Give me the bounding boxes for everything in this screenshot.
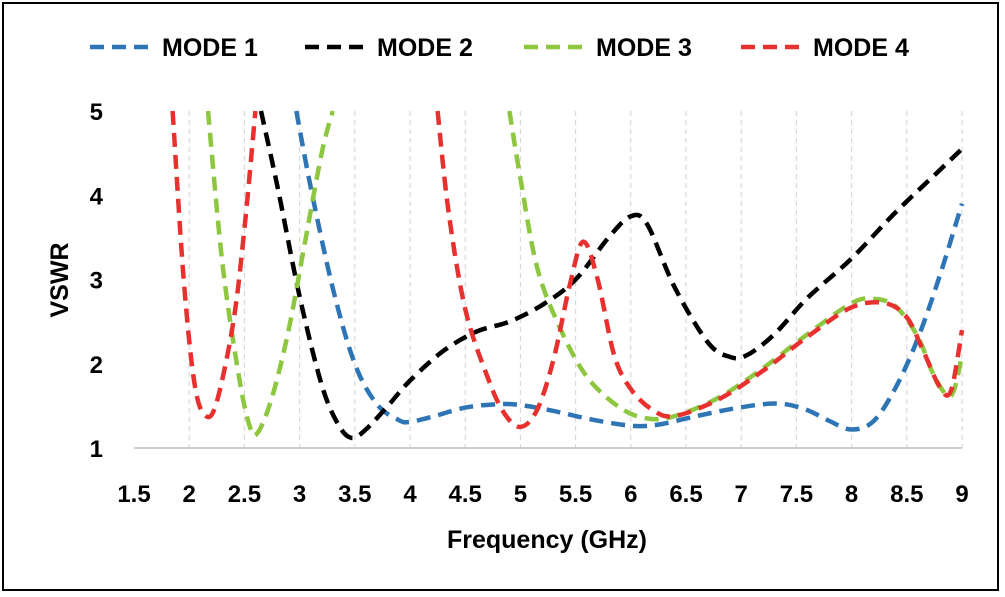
legend-label: MODE 4 [813,34,909,62]
chart-frame [2,2,999,591]
series-line-mode-3 [205,110,335,438]
y-tick-label: 2 [90,352,103,379]
x-tick-label: 7.5 [780,481,813,508]
series-line-mode-2 [258,110,964,441]
legend-label: MODE 1 [162,34,258,62]
series-line-mode-4 [435,110,965,430]
series-line-mode-3 [507,110,965,422]
series-line-mode-4 [170,110,258,420]
x-tick-label: 8 [845,481,858,508]
y-tick-label: 3 [90,268,103,295]
x-tick-label: 3.5 [338,481,371,508]
y-tick-labels: 1 2 3 4 5 [90,99,104,463]
x-tick-label: 6 [624,481,637,508]
x-tick-label: 1.5 [117,481,150,508]
legend-label: MODE 3 [596,34,692,62]
y-tick-label: 1 [90,436,103,463]
x-tick-label: 3 [293,481,306,508]
x-tick-label: 5 [514,481,527,508]
x-tick-label: 5.5 [559,481,592,508]
y-tick-label: 4 [90,183,104,210]
x-tick-label: 2 [183,481,196,508]
x-tick-label: 4.5 [449,481,482,508]
y-tick-label: 5 [90,99,103,126]
x-tick-label: 6.5 [669,481,702,508]
series-line-mode-1 [294,110,965,432]
series-lines [170,110,965,441]
x-tick-label: 9 [955,481,968,508]
x-axis-title: Frequency (GHz) [447,526,647,554]
x-tick-label: 7 [735,481,748,508]
x-tick-labels: 1.5 2 2.5 3 3.5 4 4.5 5 5.5 6 6.5 7 7.5 8 8.5 9 [117,481,968,508]
x-tick-label: 4 [403,481,417,508]
y-axis-title: VSWR [46,243,74,318]
legend-label: MODE 2 [377,34,473,62]
x-tick-label: 8.5 [890,481,923,508]
x-tick-label: 2.5 [228,481,261,508]
legend: MODE 1 MODE 2 MODE 3 MODE 4 [90,34,909,62]
